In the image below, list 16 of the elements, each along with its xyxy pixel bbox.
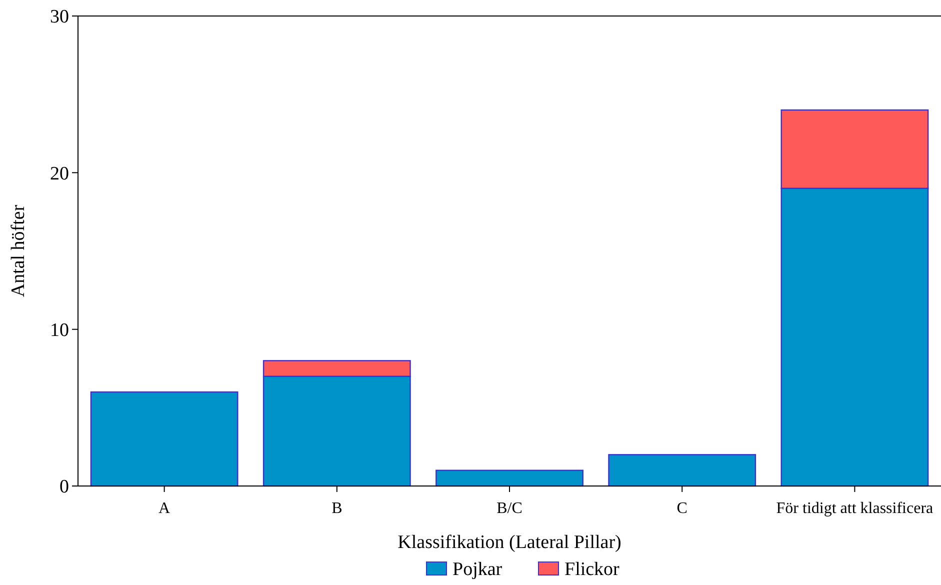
bar [436, 470, 584, 487]
x-tick-label: A [158, 500, 171, 517]
y-tick-label: 0 [60, 476, 69, 498]
bar [608, 454, 756, 487]
legend-label: Flickor [564, 559, 620, 580]
x-axis-title: Klassifikation (Lateral Pillar) [398, 532, 622, 553]
bar [90, 391, 238, 487]
y-tick-label: 20 [50, 163, 69, 184]
y-tick-label: 30 [50, 6, 69, 28]
x-tick-label: B/C [496, 500, 522, 517]
x-tick-label: B [332, 500, 342, 517]
x-tick-label: För tidigt att klassificera [776, 500, 934, 517]
x-tick-label: C [676, 500, 688, 517]
y-tick-label: 10 [50, 320, 69, 341]
y-axis-title: Antal höfter [8, 204, 29, 298]
legend-label: Pojkar [452, 559, 503, 580]
